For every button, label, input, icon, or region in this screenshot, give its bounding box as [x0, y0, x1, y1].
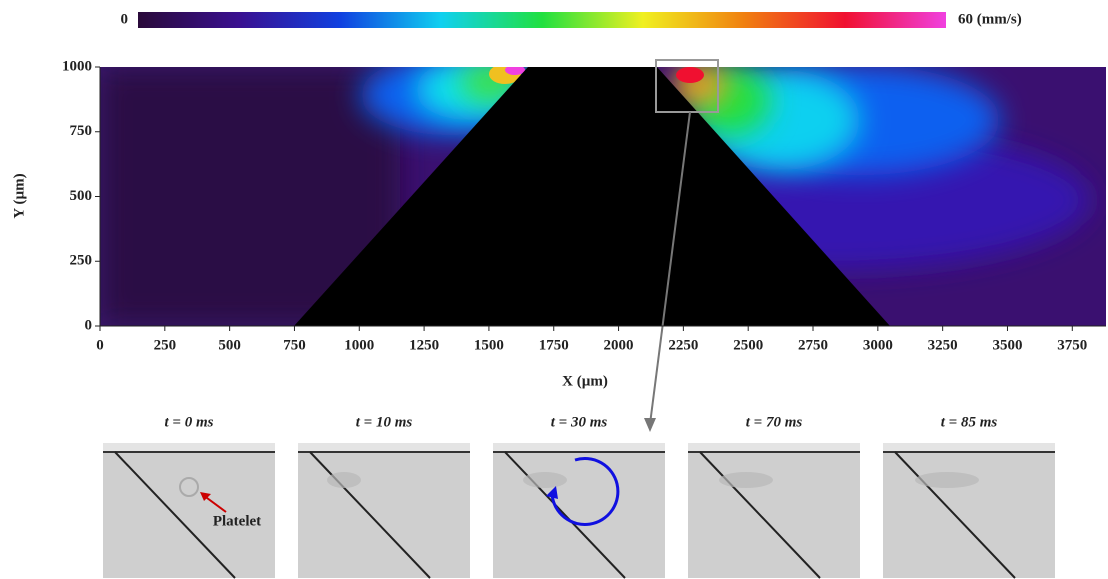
channel-edge	[114, 451, 236, 579]
annotation: Platelet	[213, 513, 261, 529]
channel-edge	[309, 451, 431, 579]
x-tick-label: 3500	[992, 337, 1022, 353]
panel-image	[493, 443, 665, 578]
colorbar-label: 0	[121, 11, 129, 27]
arrow-head	[644, 418, 656, 432]
x-tick-label: 0	[96, 337, 104, 353]
x-tick-label: 2000	[604, 337, 634, 353]
colorbar	[138, 12, 946, 28]
panel-image	[298, 443, 470, 578]
panel-image	[883, 443, 1055, 578]
panel-title: t = 30 ms	[551, 414, 608, 430]
platelet	[523, 472, 567, 488]
y-tick-label: 0	[85, 317, 93, 333]
x-tick-label: 1250	[409, 337, 439, 353]
channel-edge	[699, 451, 821, 579]
x-tick-label: 2250	[668, 337, 698, 353]
x-tick-label: 500	[218, 337, 241, 353]
x-tick-label: 750	[283, 337, 306, 353]
x-tick-label: 2750	[798, 337, 828, 353]
zoom-box	[655, 59, 719, 113]
panel-image	[103, 443, 275, 578]
annotation-arrowhead	[200, 492, 211, 501]
panel-wall	[883, 443, 1055, 451]
heatmap-field	[100, 67, 1106, 326]
panel-image	[688, 443, 860, 578]
panel-title: t = 85 ms	[941, 414, 998, 430]
y-tick-label: 1000	[62, 58, 92, 74]
x-tick-label: 1750	[539, 337, 569, 353]
platelet	[719, 472, 773, 488]
panel-wall	[298, 443, 470, 451]
panel-wall	[688, 443, 860, 451]
rotation-arrowhead	[546, 486, 558, 499]
x-label: X (µm)	[562, 373, 608, 389]
platelet	[915, 472, 979, 488]
panel-wall	[103, 443, 275, 451]
x-tick-label: 3250	[928, 337, 958, 353]
y-tick-label: 750	[70, 123, 93, 139]
zoom-arrow	[649, 111, 691, 425]
channel-edge	[894, 451, 1016, 579]
x-tick-label: 2500	[733, 337, 763, 353]
y-label: Y (µm)	[11, 173, 27, 218]
x-tick-label: 1500	[474, 337, 504, 353]
y-tick-label: 250	[70, 253, 93, 269]
x-tick-label: 250	[154, 337, 177, 353]
panel-title: t = 0 ms	[165, 414, 214, 430]
panel-title: t = 70 ms	[746, 414, 803, 430]
x-tick-label: 1000	[344, 337, 374, 353]
colorbar-label: 60 (mm/s)	[958, 11, 1022, 27]
x-tick-label: 3000	[863, 337, 893, 353]
panel-wall	[493, 443, 665, 451]
panel-title: t = 10 ms	[356, 414, 413, 430]
platelet	[327, 472, 361, 488]
channel-edge	[504, 451, 626, 579]
platelet	[179, 477, 199, 497]
rotation-arrow	[550, 456, 620, 526]
panels: t = 0 ms t = 10 ms t = 30 ms t = 70 ms t = 8…	[103, 414, 1055, 579]
x-tick-label: 3750	[1057, 337, 1087, 353]
y-tick-label: 500	[70, 188, 93, 204]
